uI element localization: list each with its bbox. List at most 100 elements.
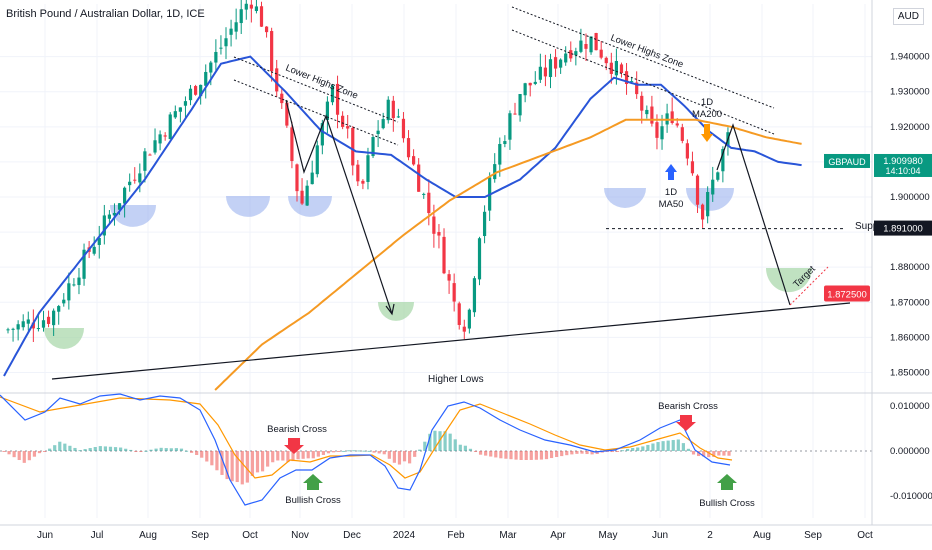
last-price-value: 1.909980 — [883, 156, 923, 167]
projection-path — [716, 123, 791, 306]
candle-bullish — [477, 238, 482, 280]
macd-hist-bar-negative — [17, 451, 21, 461]
macd-hist-bar-negative — [489, 451, 493, 457]
macd-line — [0, 393, 731, 506]
candle-bearish — [609, 62, 613, 74]
candle-bullish — [143, 151, 147, 171]
macd-hist-bar-negative — [225, 451, 229, 480]
candle-bullish — [128, 181, 132, 186]
candle-bearish — [635, 82, 639, 95]
macd-hist-bar-positive — [641, 446, 645, 451]
candle-bullish — [482, 211, 487, 237]
candle-bullish — [107, 214, 111, 219]
macd-hist-bar-negative — [413, 451, 417, 457]
macd-hist-bar-positive — [631, 448, 635, 451]
ma50-arrow — [665, 164, 677, 180]
inverse-head-shoulders-zone — [110, 205, 156, 227]
symbol-badge-text: GBPAUD — [828, 157, 866, 167]
candle-bearish — [280, 93, 284, 104]
candle-bearish — [619, 64, 624, 73]
macd-hist-bar-positive — [651, 443, 655, 451]
bullish-cross-arrow — [303, 474, 323, 490]
macd-hist-bar-negative — [408, 451, 412, 464]
macd-hist-bar-negative — [382, 451, 386, 455]
bearish-cross-arrow — [676, 415, 696, 431]
candle-bullish — [153, 140, 157, 153]
macd-hist-bar-positive — [78, 450, 82, 452]
macd-hist-bar-negative — [504, 451, 508, 459]
macd-hist-bar-negative — [549, 451, 554, 459]
macd-hist-bar-negative — [529, 451, 533, 460]
macd-hist-bar-negative — [727, 451, 731, 456]
macd-hist-bar-positive — [661, 441, 665, 451]
candle-bullish — [62, 299, 66, 304]
candle-bullish — [381, 119, 385, 129]
candle-bullish — [16, 324, 20, 330]
candle-bullish — [310, 172, 314, 185]
candle-bullish — [11, 328, 15, 330]
candle-bearish — [690, 161, 695, 174]
macd-hist-bar-negative — [595, 451, 599, 455]
x-tick-label: Feb — [447, 530, 465, 541]
macd-hist-bar-negative — [387, 451, 391, 459]
candle-bearish — [264, 26, 269, 33]
candle-bearish — [700, 204, 705, 220]
candle-bearish — [650, 106, 654, 124]
ma50-label: 1D — [665, 187, 677, 198]
last-price-badge — [874, 153, 932, 177]
candle-bullish — [548, 59, 553, 78]
macd-hist-bar-negative — [555, 451, 559, 458]
candle-bullish — [244, 3, 248, 10]
bullish-cross-label: Bullish Cross — [699, 498, 755, 509]
candle-bearish — [148, 154, 152, 156]
macd-hist-bar-negative — [544, 451, 549, 460]
macd-hist-bar-positive — [681, 443, 685, 451]
macd-hist-bar-negative — [702, 451, 706, 457]
inverse-head-shoulders-zone — [226, 196, 270, 217]
candle-bullish — [173, 111, 177, 118]
x-tick-label: May — [599, 530, 618, 541]
projection-path — [285, 99, 393, 315]
candle-bullish — [320, 123, 324, 146]
macd-hist-bar-positive — [342, 450, 346, 452]
candle-bullish — [579, 40, 583, 52]
candle-bearish — [335, 83, 340, 115]
y-tick-label: 1.920000 — [890, 122, 930, 133]
candle-bullish — [102, 215, 106, 236]
macd-hist-bar-negative — [397, 451, 402, 465]
y-tick-label: 1.880000 — [890, 262, 930, 273]
macd-hist-bar-negative — [524, 451, 528, 460]
macd-hist-bar-positive — [458, 444, 462, 451]
inverse-head-shoulders-zone — [288, 196, 332, 217]
x-tick-label: Apr — [550, 530, 566, 541]
candle-bearish — [341, 115, 345, 127]
bearish-cross-label: Bearish Cross — [658, 401, 718, 412]
x-tick-label: Oct — [857, 530, 873, 541]
candle-bullish — [188, 88, 193, 101]
macd-hist-bar-negative — [139, 451, 143, 452]
macd-hist-bar-negative — [22, 451, 26, 463]
candle-bullish — [386, 99, 390, 121]
candle-bearish — [695, 175, 700, 205]
candle-bearish — [640, 95, 644, 111]
x-tick-label: Sep — [191, 530, 209, 541]
macd-hist-bar-negative — [473, 451, 478, 452]
macd-hist-bar-positive — [362, 450, 366, 452]
support-badge — [874, 220, 932, 236]
macd-hist-bar-negative — [306, 451, 310, 459]
macd-hist-bar-negative — [519, 451, 523, 460]
macd-hist-bar-positive — [463, 445, 467, 451]
candle-bullish — [254, 6, 259, 12]
candle-bullish — [82, 249, 86, 279]
candle-bullish — [711, 179, 715, 195]
candle-bullish — [376, 130, 380, 135]
macd-hist-bar-negative — [240, 451, 244, 485]
candle-bullish — [422, 193, 426, 195]
candle-bearish — [462, 326, 466, 332]
macd-hist-bar-negative — [276, 451, 280, 461]
macd-hist-bar-negative — [200, 451, 204, 458]
target-value: 1.872500 — [827, 290, 867, 301]
x-tick-label: Aug — [753, 530, 771, 541]
candle-bearish — [346, 126, 350, 129]
